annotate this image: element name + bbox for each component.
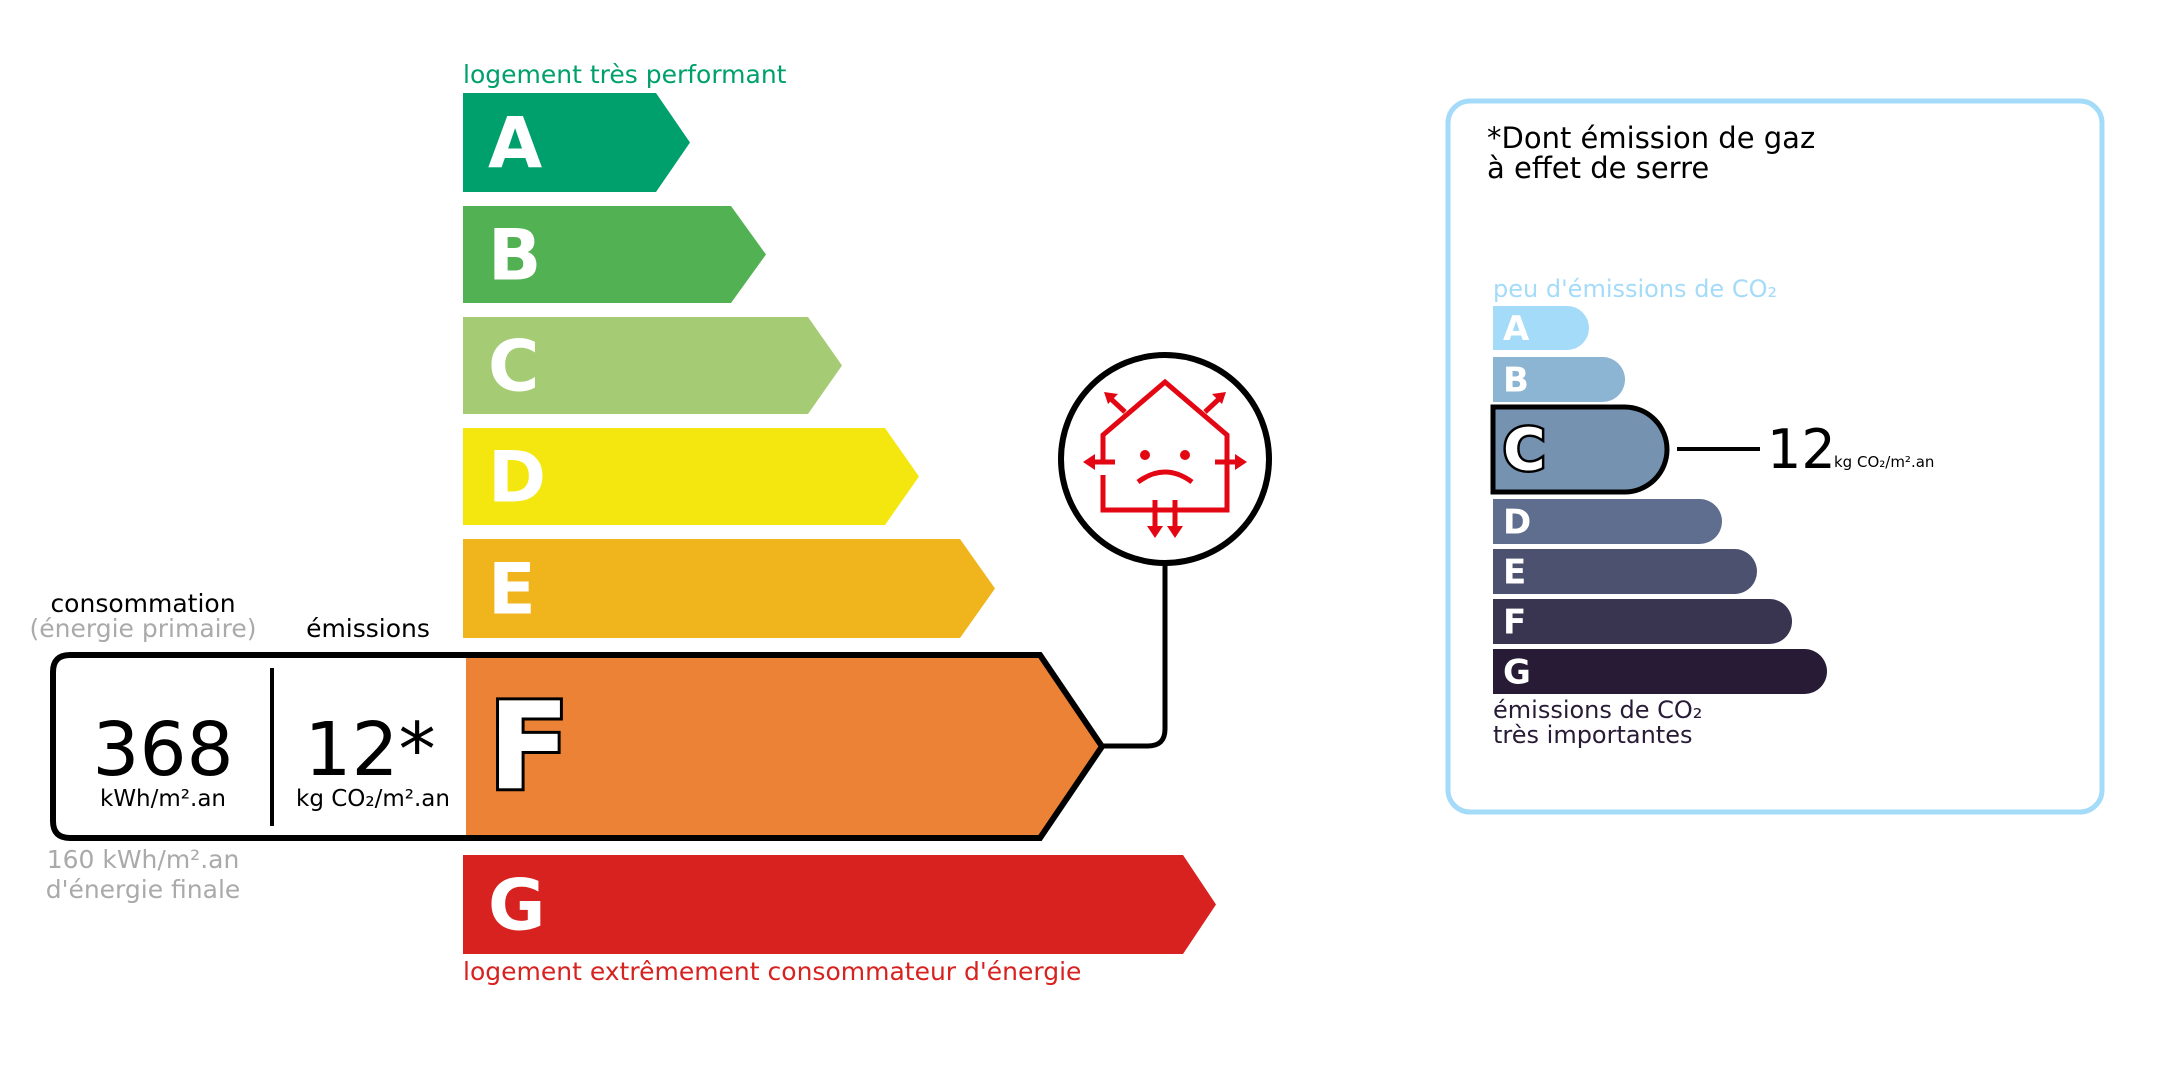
energy-class-bar-d bbox=[463, 428, 919, 525]
ges-class-bar-c bbox=[1490, 404, 1670, 495]
energy-bottom-label: logement extrêmement consommateur d'éner… bbox=[463, 957, 1081, 986]
final-energy-line1: 160 kWh/m².an bbox=[47, 845, 240, 874]
ges-class-letter-e: E bbox=[1503, 553, 1526, 593]
energy-class-letter-d: D bbox=[488, 437, 546, 519]
ges-class-bar-b bbox=[1493, 357, 1625, 402]
energy-class-bar-a bbox=[463, 93, 690, 192]
energy-class-letter-b: B bbox=[488, 215, 541, 297]
ges-class-bar-g bbox=[1493, 649, 1828, 694]
icon-connector bbox=[1102, 563, 1168, 749]
ges-top-label: peu d'émissions de CO₂ bbox=[1493, 275, 1777, 303]
energy-class-bar-g bbox=[463, 855, 1216, 954]
ges-class-letter-f: F bbox=[1503, 603, 1526, 643]
ges-bottom-label-line2: très importantes bbox=[1493, 721, 1693, 749]
energy-class-letter-c: C bbox=[488, 326, 539, 408]
ges-class-letter-a: A bbox=[1503, 309, 1530, 349]
energy-class-bar-e bbox=[463, 539, 995, 638]
ges-bottom-label-line1: émissions de CO₂ bbox=[1493, 696, 1702, 724]
ges-class-bar-d bbox=[1493, 499, 1722, 544]
ges-class-letter-g: G bbox=[1503, 653, 1531, 693]
energy-class-letter-f: F bbox=[488, 679, 570, 818]
consumption-value: 368 bbox=[92, 707, 233, 793]
ges-value: 12 bbox=[1767, 418, 1836, 481]
ges-title-line2: à effet de serre bbox=[1487, 151, 1709, 185]
energy-top-label: logement très performant bbox=[463, 60, 787, 89]
house-heat-loss-sad-icon bbox=[1058, 352, 1272, 566]
values-box bbox=[50, 652, 466, 841]
ges-class-letter-b: B bbox=[1503, 361, 1529, 401]
ges-class-bar-e bbox=[1493, 549, 1757, 594]
emissions-unit: kg CO₂/m².an bbox=[296, 786, 450, 812]
consumption-header: consommation bbox=[50, 589, 235, 618]
ges-title-line1: *Dont émission de gaz bbox=[1487, 121, 1815, 155]
energy-class-letter-a: A bbox=[488, 103, 542, 185]
ges-unit: kg CO₂/m².an bbox=[1834, 453, 1934, 471]
final-energy-line2: d'énergie finale bbox=[46, 875, 241, 904]
emissions-value: 12* bbox=[304, 707, 435, 793]
energy-class-letter-e: E bbox=[488, 549, 536, 631]
energy-class-bar-b bbox=[463, 206, 766, 303]
energy-class-letter-g: G bbox=[488, 865, 545, 947]
consumption-unit: kWh/m².an bbox=[100, 786, 226, 812]
energy-class-bar-c bbox=[463, 317, 842, 414]
ges-class-letter-d: D bbox=[1503, 503, 1531, 543]
ges-class-bar-a bbox=[1493, 306, 1589, 350]
consumption-subheader: (énergie primaire) bbox=[30, 614, 257, 643]
ges-class-letter-c: C bbox=[1503, 416, 1546, 484]
ges-class-bar-f bbox=[1493, 599, 1793, 644]
emissions-header: émissions bbox=[306, 614, 430, 643]
